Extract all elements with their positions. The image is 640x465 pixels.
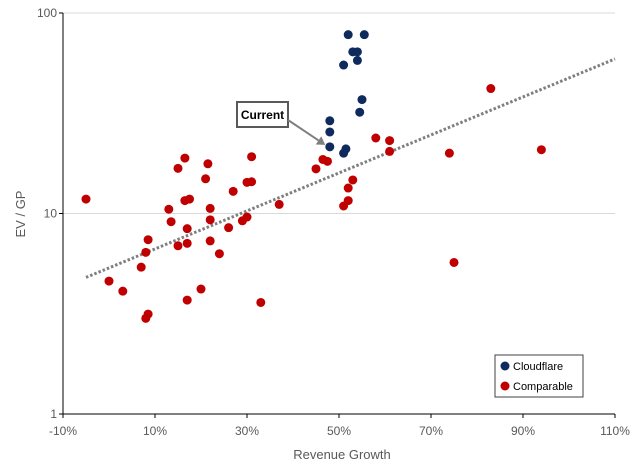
point-comparable	[205, 215, 215, 225]
current-callout: Current	[236, 101, 326, 145]
trendline-layer	[85, 57, 616, 279]
point-comparable	[247, 152, 257, 162]
point-comparable	[182, 224, 192, 234]
point-comparable	[274, 199, 284, 209]
plot-area	[63, 12, 615, 214]
point-comparable	[311, 164, 321, 174]
point-comparable	[444, 148, 454, 158]
point-comparable	[141, 247, 151, 257]
point-comparable	[180, 153, 190, 163]
point-comparable	[143, 235, 153, 245]
legend-label-comparable: Comparable	[513, 381, 573, 393]
point-comparable	[385, 146, 395, 156]
point-cloudflare	[352, 47, 362, 57]
x-tick-label: 70%	[419, 424, 443, 438]
point-comparable	[449, 257, 459, 267]
callout-arrow	[287, 119, 320, 142]
y-tick-label: 100	[37, 6, 57, 20]
point-comparable	[348, 175, 358, 185]
point-comparable	[343, 183, 353, 193]
callout-box	[236, 101, 289, 128]
point-comparable	[323, 156, 332, 166]
trendline	[85, 57, 616, 279]
point-comparable	[185, 194, 194, 204]
x-tick-label: 50%	[327, 424, 351, 438]
y-tick-label: 1	[50, 407, 57, 421]
x-tick-label: 90%	[511, 424, 535, 438]
legend-box	[494, 354, 584, 398]
point-cloudflare	[355, 107, 365, 117]
y-axis-title: EV / GP	[13, 191, 28, 238]
point-cloudflare	[325, 127, 335, 137]
point-cloudflare	[359, 30, 369, 40]
y-tick-label: 10	[44, 207, 58, 221]
point-comparable	[224, 223, 234, 233]
point-comparable	[205, 203, 215, 213]
point-comparable	[201, 174, 211, 184]
point-comparable	[182, 238, 192, 248]
point-comparable	[173, 163, 183, 173]
legend-marker-comparable	[500, 381, 510, 391]
callout-label: Current	[241, 108, 284, 122]
point-cloudflare	[343, 30, 353, 40]
point-comparable	[256, 297, 266, 307]
point-comparable	[164, 204, 174, 214]
point-comparable	[486, 84, 496, 94]
point-comparable	[166, 217, 176, 227]
point-cloudflare	[352, 55, 362, 65]
point-comparable	[536, 145, 546, 155]
point-comparable	[242, 212, 252, 222]
point-cloudflare	[325, 116, 335, 126]
x-tick-label: -10%	[49, 424, 77, 438]
point-comparable	[228, 186, 238, 196]
point-comparable	[136, 262, 146, 272]
point-comparable	[203, 159, 213, 169]
point-cloudflare	[357, 95, 367, 105]
x-tick-label: 30%	[235, 424, 259, 438]
point-comparable	[205, 236, 215, 246]
axes: 1 10 100 -10% 10% 30% 50% 70% 90% 110%	[37, 6, 630, 438]
point-comparable	[385, 136, 395, 146]
legend-label-cloudflare: Cloudflare	[513, 361, 563, 373]
legend-marker-cloudflare	[500, 361, 510, 371]
point-comparable	[118, 286, 128, 296]
legend: Cloudflare Comparable	[494, 354, 584, 398]
point-comparable	[173, 241, 183, 251]
point-comparable	[247, 177, 257, 187]
points-layer	[81, 30, 546, 323]
point-comparable	[104, 276, 114, 286]
x-axis-title: Revenue Growth	[293, 447, 391, 462]
point-comparable	[196, 284, 206, 294]
point-comparable	[343, 196, 353, 206]
callout-arrowhead	[315, 136, 326, 145]
point-comparable	[371, 133, 381, 143]
point-cloudflare	[325, 142, 335, 152]
point-comparable	[214, 249, 224, 259]
point-comparable	[81, 194, 91, 204]
point-cloudflare	[339, 60, 349, 70]
point-comparable	[143, 309, 153, 319]
x-tick-label: 110%	[600, 424, 630, 438]
x-tick-label: 10%	[143, 424, 167, 438]
point-comparable	[182, 295, 192, 305]
point-cloudflare	[339, 148, 349, 158]
